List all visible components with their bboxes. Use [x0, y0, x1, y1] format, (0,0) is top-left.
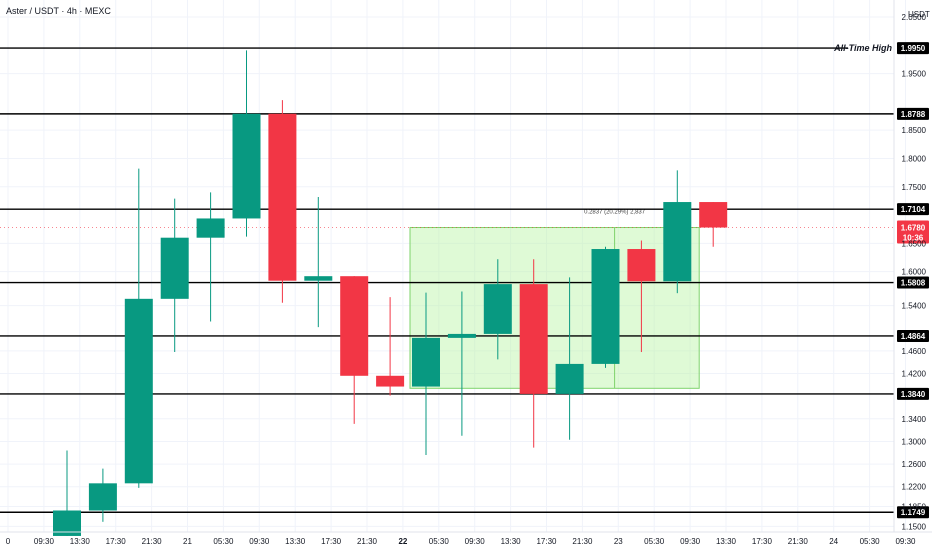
time-tick-label: 13:30: [285, 537, 306, 546]
time-tick-label: 13:30: [501, 537, 522, 546]
level-price-badge: [897, 329, 929, 342]
candle-down: [699, 202, 728, 228]
level-note: All-Time High: [833, 43, 892, 53]
time-tick-label: 21:30: [142, 537, 163, 546]
price-tick-label: 1.4600: [902, 347, 927, 356]
price-tick-label: 1.2600: [902, 460, 927, 469]
price-tick-label: 1.7500: [902, 183, 927, 192]
candle-down: [519, 284, 548, 394]
time-tick-label: 05:30: [644, 537, 665, 546]
price-tick-label: 1.5400: [902, 302, 927, 311]
candle-up: [663, 202, 692, 282]
level-price-label: 1.7104: [901, 205, 926, 214]
price-tick-label: 1.4200: [902, 370, 927, 379]
candle-up: [196, 218, 225, 238]
candle-down: [340, 276, 369, 376]
candle-up: [304, 276, 333, 281]
price-range-label: 0.2837 (20.29%) 2,837: [584, 210, 646, 216]
price-tick-label: 1.6500: [902, 239, 927, 248]
price-tick-label: 1.6000: [902, 268, 927, 277]
last-price-badge: [897, 220, 929, 244]
time-tick-label: 22: [398, 537, 407, 546]
level-price-label: 1.4864: [901, 332, 926, 341]
price-tick-label: 1.8500: [902, 126, 927, 135]
candles: [53, 50, 728, 536]
price-axis: 2.0500 1.9500 1.8500 1.8000 1.7500 1.6500 1.60…: [0, 0, 932, 533]
level-price-label: 1.3840: [901, 390, 926, 399]
support-resistance-levels: 1.9950 All-Time High 1.8788 1.7104 1.5808 1.4…: [0, 41, 929, 519]
level-note-bg: [848, 41, 894, 56]
candle-countdown: 10:36: [903, 234, 924, 243]
time-axis: 0 09:30 13:30 17:30 21:30 21 05:30 09:30 13:30 17…: [6, 537, 916, 546]
time-tick-label: 09:30: [34, 537, 55, 546]
level-price-badge: [897, 387, 929, 400]
price-tick-label: 1.1850: [902, 503, 927, 512]
level-price-label: 1.1749: [901, 508, 926, 517]
time-tick-label: 17:30: [106, 537, 127, 546]
candle-up: [591, 249, 620, 364]
level-price-badge: [897, 506, 929, 519]
time-tick-label: 09:30: [680, 537, 701, 546]
candle-up: [160, 237, 189, 299]
time-tick-label: 05:30: [429, 537, 450, 546]
chart-title: Aster / USDT · 4h · MEXC: [6, 6, 111, 16]
level-price-badge: [897, 42, 929, 55]
price-range-measure-box: [409, 227, 700, 389]
level-price-label: 1.9950: [901, 44, 926, 53]
price-tick-label: 1.3000: [902, 437, 927, 446]
time-tick-label: 09:30: [895, 537, 916, 546]
time-tick-label: 09:30: [249, 537, 270, 546]
candle-up: [447, 333, 476, 338]
candle-up: [483, 284, 512, 334]
time-tick-label: 23: [614, 537, 623, 546]
currency-unit[interactable]: USDT: [908, 10, 930, 19]
time-tick-label: 05:30: [860, 537, 881, 546]
candle-down: [268, 113, 297, 281]
time-tick-label: 21: [183, 537, 192, 546]
time-tick-label: 21:30: [357, 537, 378, 546]
price-tick-label: 1.1500: [902, 522, 927, 531]
price-tick-label: 1.9500: [902, 70, 927, 79]
price-tick-label: 1.3400: [902, 415, 927, 424]
level-price-badge: [897, 107, 929, 120]
last-price-label: 1.6780: [901, 224, 926, 233]
candle-down: [376, 375, 405, 387]
time-tick-label: 13:30: [716, 537, 737, 546]
time-tick-label: 05:30: [213, 537, 234, 546]
candle-up: [412, 337, 440, 387]
price-tick-label: 2.0500: [902, 13, 927, 22]
time-tick-label: 0: [6, 537, 11, 546]
level-price-label: 1.5808: [901, 279, 926, 288]
time-tick-label: 17:30: [536, 537, 557, 546]
candle-up: [124, 298, 153, 484]
time-tick-label: 21:30: [572, 537, 593, 546]
price-tick-label: 1.8000: [902, 154, 927, 163]
price-tick-label: 1.2200: [902, 483, 927, 492]
time-tick-label: 24: [829, 537, 838, 546]
level-price-label: 1.8788: [901, 110, 926, 119]
time-tick-label: 17:30: [321, 537, 342, 546]
candle-up: [88, 483, 117, 511]
candle-up: [232, 113, 261, 219]
time-tick-label: 21:30: [788, 537, 809, 546]
level-price-badge: [897, 276, 929, 289]
time-tick-label: 17:30: [752, 537, 773, 546]
time-tick-label: 09:30: [465, 537, 486, 546]
time-tick-label: 13:30: [70, 537, 91, 546]
level-price-badge: [897, 203, 929, 216]
candle-down: [627, 249, 656, 282]
candle-up: [555, 363, 584, 394]
